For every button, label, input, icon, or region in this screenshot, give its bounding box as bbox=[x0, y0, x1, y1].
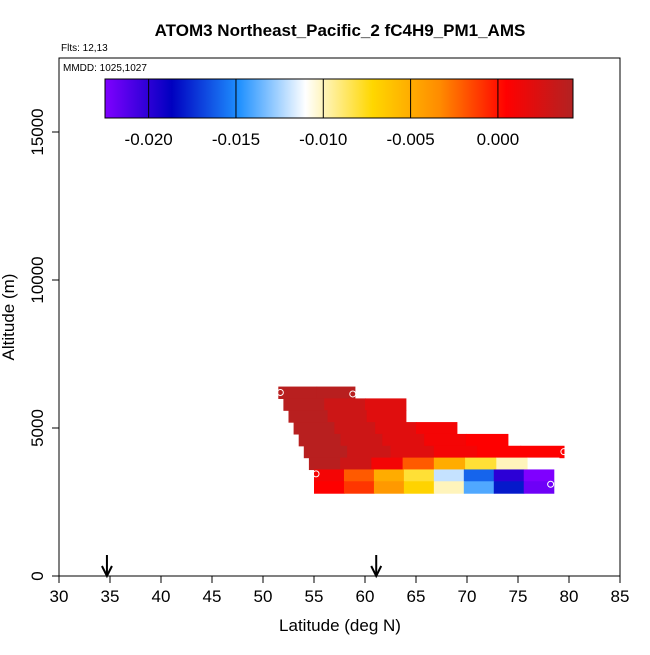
flights-label: Flts: 12,13 bbox=[61, 43, 108, 54]
heatmap-cell bbox=[283, 398, 325, 411]
y-tick-label: 10000 bbox=[28, 256, 47, 303]
heatmap-cell bbox=[340, 457, 372, 471]
heatmap-cell bbox=[424, 433, 467, 447]
x-axis-label: Latitude (deg N) bbox=[279, 616, 401, 635]
x-tick-label: 70 bbox=[458, 587, 477, 606]
sample-marker bbox=[349, 390, 357, 398]
heatmap-cell bbox=[523, 469, 555, 482]
heatmap-cell bbox=[314, 481, 345, 494]
heatmap-cell bbox=[343, 469, 375, 482]
heatmap-cell bbox=[366, 410, 407, 423]
heatmap-cell bbox=[343, 481, 375, 494]
y-tick-label: 0 bbox=[28, 571, 47, 580]
heatmap-cell bbox=[298, 433, 342, 447]
y-tick-label: 5000 bbox=[28, 409, 47, 447]
x-axis: 30 35 40 45 50 55 60 65 70 75 80 85 bbox=[50, 576, 630, 606]
y-axis: 0 5000 10000 15000 bbox=[28, 108, 59, 581]
heatmap-cell bbox=[340, 433, 383, 447]
heatmap-cell bbox=[390, 445, 435, 459]
x-tick-label: 75 bbox=[509, 587, 528, 606]
heatmap-cell bbox=[433, 457, 466, 471]
heatmap-cell bbox=[373, 481, 405, 494]
heatmap-cell bbox=[334, 422, 376, 435]
heatmap-cell bbox=[324, 398, 366, 411]
heatmap-cell bbox=[402, 457, 435, 471]
heatmap-cell bbox=[382, 433, 425, 447]
x-tick-label: 60 bbox=[356, 587, 375, 606]
x-tick-label: 80 bbox=[560, 587, 579, 606]
heatmap-cell bbox=[433, 469, 465, 482]
heatmap-cell bbox=[493, 481, 525, 494]
heatmap-cell bbox=[523, 481, 555, 494]
x-tick-label: 85 bbox=[611, 587, 630, 606]
heatmap-cell bbox=[365, 398, 407, 411]
heatmap-cell bbox=[433, 481, 465, 494]
sample-marker bbox=[560, 448, 568, 456]
heatmap-cell bbox=[433, 445, 478, 459]
colorbar: -0.020 -0.015 -0.010 -0.005 0.000 bbox=[104, 78, 574, 149]
y-axis-label: Altitude (m) bbox=[0, 274, 18, 361]
heatmap-cell bbox=[308, 457, 341, 471]
heatmap-cell bbox=[278, 386, 318, 399]
colorbar-tick-label: 0.000 bbox=[477, 130, 520, 149]
heatmap-cell bbox=[403, 469, 435, 482]
heatmap-cell bbox=[463, 481, 495, 494]
colorbar-gradient bbox=[104, 78, 574, 119]
heatmap-cell bbox=[327, 410, 368, 423]
heatmap-cell bbox=[463, 469, 495, 482]
heatmap-cell bbox=[403, 481, 435, 494]
sample-marker bbox=[312, 470, 320, 478]
heatmap-cell bbox=[303, 445, 348, 459]
heatmap-cell bbox=[465, 457, 497, 471]
heatmap-cell bbox=[314, 469, 345, 482]
x-tick-label: 50 bbox=[254, 587, 273, 606]
heatmap-cell bbox=[520, 445, 565, 459]
marker-layer bbox=[276, 388, 568, 488]
colorbar-tick-label: -0.020 bbox=[125, 130, 173, 149]
x-tick-label: 45 bbox=[203, 587, 222, 606]
plot-frame bbox=[58, 57, 621, 577]
x-tick-label: 40 bbox=[152, 587, 171, 606]
heatmap-cell bbox=[371, 457, 404, 471]
colorbar-tick-label: -0.005 bbox=[386, 130, 434, 149]
x-tick-label: 65 bbox=[407, 587, 426, 606]
heatmap-cell bbox=[493, 469, 525, 482]
heatmap-cell bbox=[316, 386, 356, 399]
colorbar-ticks: -0.020 -0.015 -0.010 -0.005 0.000 bbox=[125, 79, 520, 149]
colorbar-tick-label: -0.010 bbox=[299, 130, 347, 149]
x-tick-label: 30 bbox=[50, 587, 69, 606]
sample-marker bbox=[276, 388, 284, 396]
x-tick-label: 35 bbox=[101, 587, 120, 606]
x-tick-label: 55 bbox=[305, 587, 324, 606]
colorbar-tick-label: -0.015 bbox=[212, 130, 260, 149]
date-label: MMDD: 1025,1027 bbox=[63, 63, 147, 74]
heatmap-cell bbox=[347, 445, 392, 459]
heatmap-cell bbox=[496, 457, 529, 471]
heatmap-cell bbox=[416, 422, 458, 435]
heatmap-cell bbox=[465, 433, 509, 447]
heatmap-cell bbox=[527, 457, 560, 471]
y-tick-label: 15000 bbox=[28, 108, 47, 155]
heatmap-layer bbox=[278, 386, 565, 494]
heatmap-cell bbox=[373, 469, 405, 482]
chart-title: ATOM3 Northeast_Pacific_2 fC4H9_PM1_AMS bbox=[155, 21, 526, 40]
heatmap-cell bbox=[288, 410, 329, 423]
heatmap-cell bbox=[293, 422, 335, 435]
heatmap-cell bbox=[477, 445, 522, 459]
sample-marker bbox=[547, 480, 555, 488]
heatmap-cell bbox=[375, 422, 417, 435]
